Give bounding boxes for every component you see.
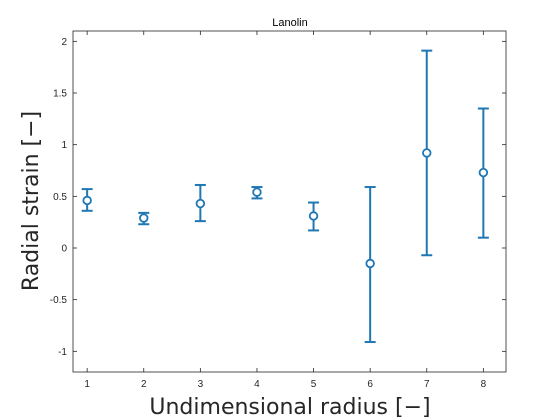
y-tick-label: 2: [61, 37, 67, 48]
y-tick-label: 1: [61, 140, 67, 151]
x-tick-label: 2: [141, 379, 147, 390]
y-axis-ticks: -1 -0.5 0 0.5 1 1.5 2: [50, 37, 506, 358]
y-tick-label: 0: [61, 244, 67, 255]
y-tick-label: 0.5: [53, 192, 67, 203]
chart-title: Lanolin: [272, 17, 307, 29]
data-point: [195, 198, 206, 209]
x-tick-label: 6: [367, 379, 373, 390]
x-tick-label: 1: [84, 379, 90, 390]
data-point: [139, 213, 149, 223]
data-point: [478, 167, 489, 178]
y-tick-label: 1.5: [53, 89, 67, 100]
y-axis-label: Radial strain [−]: [19, 111, 44, 291]
x-tick-label: 5: [311, 379, 317, 390]
data-point: [82, 195, 92, 206]
data-point: [365, 258, 375, 269]
x-tick-label: 3: [198, 379, 204, 390]
data-point: [252, 187, 262, 197]
x-axis-ticks: 1 2 3 4 5 6 7 8: [84, 31, 487, 390]
error-bar-series: [81, 49, 489, 344]
x-tick-label: 8: [481, 379, 487, 390]
data-point: [422, 148, 432, 158]
y-tick-label: -1: [58, 347, 67, 358]
x-tick-label: 4: [254, 379, 260, 390]
data-point: [308, 211, 319, 221]
plot-area-frame: [72, 30, 507, 373]
x-tick-label: 7: [424, 379, 430, 390]
x-axis-label: Undimensional radius [−]: [149, 395, 430, 420]
y-tick-label: -0.5: [50, 295, 68, 306]
